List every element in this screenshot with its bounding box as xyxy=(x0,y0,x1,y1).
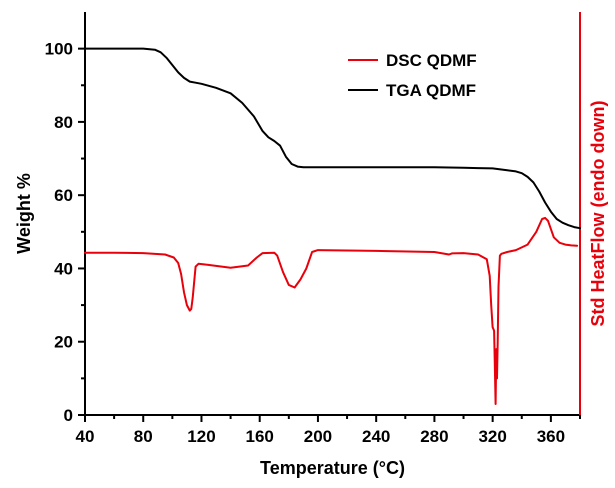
y-axis-title: Weight % xyxy=(14,173,34,254)
x-axis-title: Temperature (°C) xyxy=(260,458,405,478)
x-tick-label: 360 xyxy=(537,427,565,446)
legend-label-1: TGA QDMF xyxy=(386,81,476,100)
y-tick-label: 60 xyxy=(54,186,73,205)
x-tick-label: 320 xyxy=(478,427,506,446)
x-tick-label: 160 xyxy=(246,427,274,446)
x-tick-label: 80 xyxy=(134,427,153,446)
y-tick-label: 20 xyxy=(54,333,73,352)
series-line-1 xyxy=(84,47,581,230)
x-tick-label: 200 xyxy=(304,427,332,446)
x-tick-label: 280 xyxy=(420,427,448,446)
y2-axis-title: Std HeatFlow (endo down) xyxy=(588,101,608,327)
legend-label-0: DSC QDMF xyxy=(386,51,477,70)
y-tick-label: 40 xyxy=(54,259,73,278)
x-tick-label: 40 xyxy=(76,427,95,446)
y-tick-label: 100 xyxy=(45,40,73,59)
x-tick-label: 120 xyxy=(187,427,215,446)
series-line-0 xyxy=(84,216,579,405)
x-tick-label: 240 xyxy=(362,427,390,446)
y-tick-label: 80 xyxy=(54,113,73,132)
y-tick-label: 0 xyxy=(64,406,73,425)
